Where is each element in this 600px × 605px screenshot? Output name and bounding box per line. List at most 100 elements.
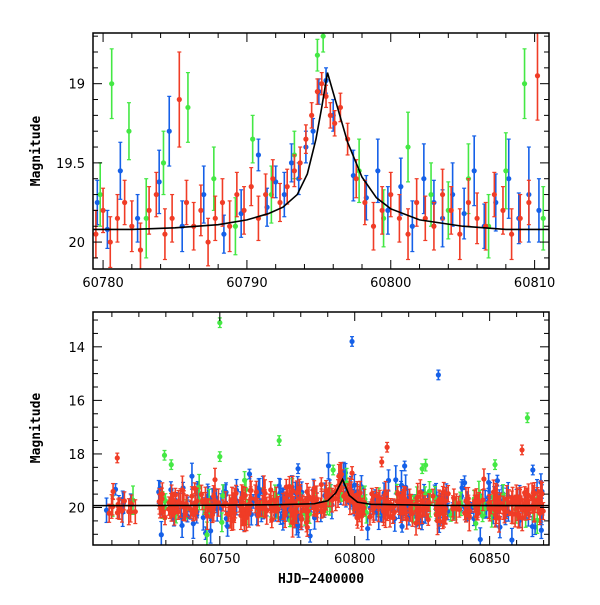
top-red-point xyxy=(153,171,159,218)
bottom-plot-area xyxy=(93,317,549,545)
bottom-axis-ticks: 60750 60800 60850 14 16 18 20 xyxy=(68,312,549,567)
top-red-point xyxy=(465,178,472,227)
top-green-point xyxy=(143,178,149,259)
bottom-red-point xyxy=(192,488,198,518)
top-red-point xyxy=(474,192,480,245)
top-red-point xyxy=(319,71,325,96)
top-red-point xyxy=(291,154,297,188)
top-blue-point xyxy=(134,193,141,243)
bottom-y-tick-label: 18 xyxy=(68,448,85,463)
bottom-red-point xyxy=(321,504,327,518)
bottom-red-point xyxy=(356,509,363,523)
bottom-blue-point xyxy=(385,469,392,492)
bottom-blue-point xyxy=(103,497,110,524)
bottom-red-point xyxy=(496,502,502,533)
top-red-point xyxy=(500,186,506,235)
top-red-point xyxy=(176,51,182,148)
top-red-point xyxy=(212,195,218,242)
bottom-outlier-point xyxy=(246,468,253,480)
top-red-point xyxy=(508,208,515,261)
top-blue-point xyxy=(273,165,279,199)
top-red-point xyxy=(345,122,351,156)
bottom-green-point xyxy=(423,458,429,472)
bottom-blue-point xyxy=(477,527,483,545)
bottom-red-point xyxy=(212,467,218,492)
top-green-point xyxy=(320,33,326,53)
bottom-red-point xyxy=(114,506,121,520)
top-blue-point xyxy=(156,149,162,215)
top-blue-point xyxy=(281,171,287,218)
top-red-point xyxy=(353,159,359,199)
bottom-red-point xyxy=(229,486,235,514)
bottom-red-point xyxy=(450,497,456,521)
bottom-red-point xyxy=(318,497,324,515)
top-red-point xyxy=(491,171,497,218)
top-blue-point xyxy=(385,186,391,235)
top-blue-point xyxy=(201,165,207,224)
bottom-red-point xyxy=(530,484,536,501)
top-red-point xyxy=(241,186,247,235)
bottom-red-point xyxy=(430,488,436,504)
top-green-point xyxy=(211,146,217,211)
top-red-point xyxy=(370,201,377,251)
bottom-red-point xyxy=(156,488,163,515)
top-red-point xyxy=(431,201,437,251)
top-blue-point xyxy=(409,200,415,253)
top-red-point xyxy=(534,33,541,121)
bottom-red-point xyxy=(282,502,288,529)
bottom-y-tick-label: 16 xyxy=(68,394,85,409)
bottom-red-point xyxy=(326,482,333,508)
top-red-point xyxy=(137,222,144,269)
top-red-point xyxy=(248,167,254,207)
top-green-point xyxy=(126,102,132,161)
top-red-point xyxy=(169,193,175,243)
bottom-x-tick-label: 60750 xyxy=(199,552,240,567)
bottom-outlier-point xyxy=(435,369,441,381)
top-green-point xyxy=(97,162,103,227)
bottom-red-point xyxy=(297,483,303,514)
top-x-tick-label: 60800 xyxy=(370,276,411,291)
bottom-x-axis-title: HJD−2400000 xyxy=(278,572,364,587)
bottom-red-point xyxy=(225,506,231,522)
bottom-y-axis-title: Magnitude xyxy=(29,393,44,464)
top-red-point xyxy=(297,146,303,180)
bottom-red-point xyxy=(349,466,355,481)
top-blue-point xyxy=(166,95,172,167)
bottom-outlier-point xyxy=(379,456,385,468)
bottom-red-point xyxy=(481,468,487,490)
bottom-red-point xyxy=(506,489,512,517)
bottom-blue-point xyxy=(325,452,332,480)
bottom-plot-frame xyxy=(92,311,550,546)
top-model-curve xyxy=(93,72,549,231)
bottom-red-point xyxy=(268,481,274,499)
top-x-tick-label: 60810 xyxy=(514,276,555,291)
bottom-red-point xyxy=(232,491,239,514)
bottom-red-point xyxy=(391,505,397,520)
bottom-outlier-point xyxy=(524,412,531,424)
bottom-red-point xyxy=(119,499,125,523)
bottom-red-point xyxy=(402,498,408,521)
bottom-outlier-point xyxy=(402,460,408,472)
bottom-red-point xyxy=(198,484,205,505)
top-y-tick-label: 20 xyxy=(68,236,85,251)
top-red-point xyxy=(314,78,321,105)
top-red-point xyxy=(327,102,333,129)
top-green-point xyxy=(109,48,115,120)
top-red-point xyxy=(457,208,463,261)
bottom-red-point xyxy=(486,497,492,520)
top-red-point xyxy=(277,182,283,223)
top-red-point xyxy=(219,178,226,227)
bottom-red-point xyxy=(416,503,422,530)
bottom-red-point xyxy=(354,509,360,526)
top-red-point xyxy=(270,159,276,199)
top-red-point xyxy=(162,208,168,261)
bottom-red-point xyxy=(510,486,516,514)
bottom-red-point xyxy=(453,493,459,524)
bottom-x-tick-label: 60800 xyxy=(334,552,375,567)
bottom-red-point xyxy=(514,494,520,522)
bottom-red-point xyxy=(241,515,248,533)
top-plot-area xyxy=(93,33,549,269)
bottom-outlier-point xyxy=(419,463,425,475)
bottom-red-point xyxy=(346,477,352,502)
